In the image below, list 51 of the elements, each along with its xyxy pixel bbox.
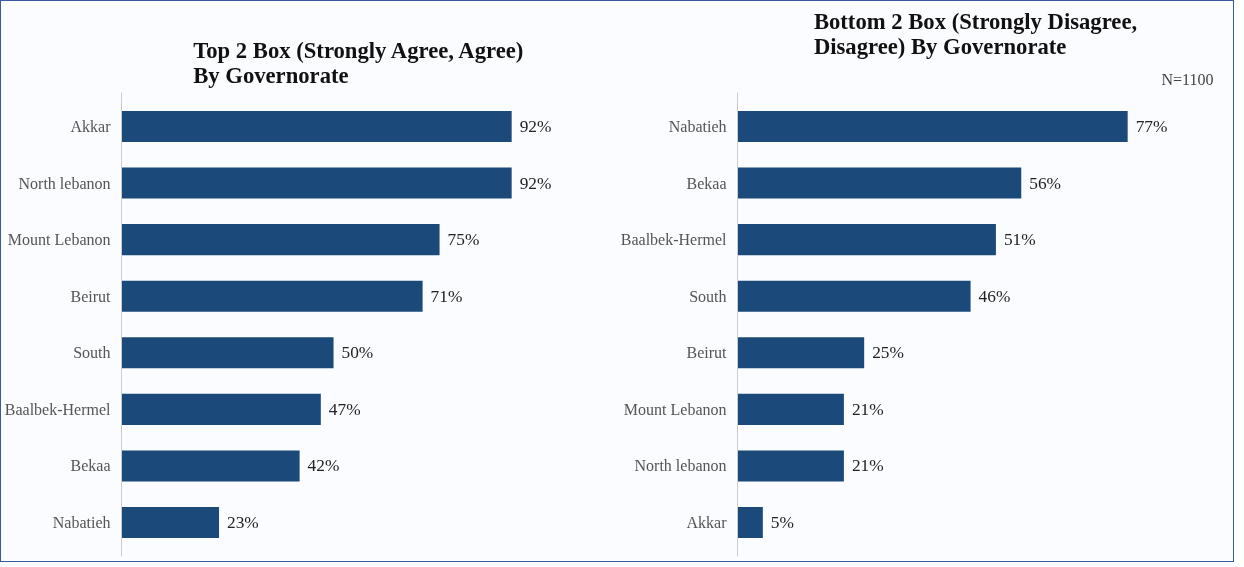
data-label: 25% xyxy=(872,343,904,363)
bar xyxy=(737,110,1128,143)
bar xyxy=(121,167,512,199)
data-label: 47% xyxy=(328,399,361,419)
y-tick-label: Mount Lebanon xyxy=(623,400,727,418)
data-label: 23% xyxy=(227,513,259,533)
y-tick-label: Baalbek-Hermel xyxy=(4,400,112,418)
y-tick-label: Beirut xyxy=(70,287,112,305)
bar xyxy=(737,167,1022,199)
y-tick-label: Mount Lebanon xyxy=(7,231,111,249)
y-tick-label: Akkar xyxy=(686,514,728,532)
data-label: 46% xyxy=(978,286,1011,306)
data-label: 42% xyxy=(307,456,340,476)
bar xyxy=(121,337,334,369)
bar xyxy=(121,224,440,256)
y-tick-label: North lebanon xyxy=(634,457,727,475)
bar xyxy=(737,280,971,312)
y-tick-label: Bekaa xyxy=(70,457,111,475)
y-tick-label: South xyxy=(73,344,111,362)
bar xyxy=(737,506,763,539)
y-tick-label: Nabatieh xyxy=(52,514,111,532)
data-label: 56% xyxy=(1029,173,1062,193)
data-label: 92% xyxy=(519,173,552,193)
bar xyxy=(121,450,300,482)
y-tick-label: Akkar xyxy=(70,117,112,135)
data-label: 75% xyxy=(447,230,480,250)
bar xyxy=(737,393,844,425)
data-label: 92% xyxy=(519,116,552,136)
bar xyxy=(121,110,512,143)
bar xyxy=(737,224,996,256)
data-label: 51% xyxy=(1003,230,1036,250)
y-tick-label: Bekaa xyxy=(686,174,727,192)
y-tick-label: South xyxy=(689,287,727,305)
y-tick-label: Nabatieh xyxy=(668,117,727,135)
bar xyxy=(121,506,220,539)
data-label: 71% xyxy=(430,286,463,306)
data-label: 50% xyxy=(341,343,374,363)
data-label: 77% xyxy=(1135,116,1168,136)
text: N=1100 xyxy=(1161,70,1214,88)
y-tick-label: Beirut xyxy=(686,344,728,362)
y-tick-label: North lebanon xyxy=(18,174,111,192)
data-label: 21% xyxy=(851,456,884,476)
chart-title: Top 2 Box (Strongly Agree, Agree) By Governorate xyxy=(193,37,524,88)
data-label: 5% xyxy=(770,513,794,533)
y-tick-label: Baalbek-Hermel xyxy=(620,231,728,249)
bar xyxy=(737,337,865,369)
chart-title: Bottom 2 Box (Strongly Disagree, Disagree) By Governorate xyxy=(813,8,1138,59)
bar xyxy=(121,280,423,312)
bar xyxy=(737,450,844,482)
bar xyxy=(121,393,321,425)
data-label: 21% xyxy=(851,399,884,419)
